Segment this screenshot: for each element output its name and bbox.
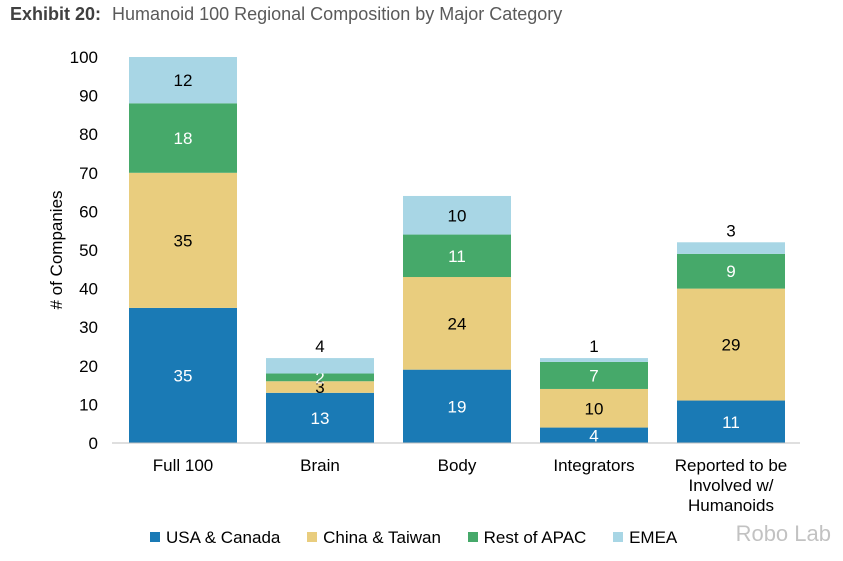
legend-label: Rest of APAC xyxy=(483,528,587,547)
legend-item-usa-canada: USA & Canada xyxy=(150,528,280,548)
bar-segment xyxy=(129,103,237,173)
bar-segment xyxy=(677,253,785,289)
legend-label: China & Taiwan xyxy=(323,528,441,547)
bar-segment xyxy=(677,400,785,443)
y-tick-label: 70 xyxy=(79,164,98,183)
bar-segment xyxy=(540,358,648,362)
y-tick-label: 10 xyxy=(79,395,98,414)
data-label: 1 xyxy=(589,337,598,356)
bar-segment xyxy=(266,373,374,382)
x-tick-label: Full 100 xyxy=(153,456,213,475)
bar-segment xyxy=(129,172,237,308)
bar-segment xyxy=(540,361,648,389)
y-tick-label: 0 xyxy=(89,434,98,453)
data-label: 11 xyxy=(722,413,740,432)
bar-segment xyxy=(540,427,648,443)
data-label: 2 xyxy=(315,368,324,387)
chart-title: Exhibit 20: Humanoid 100 Regional Compos… xyxy=(10,4,562,25)
bar-segment xyxy=(677,242,785,254)
y-tick-label: 20 xyxy=(79,357,98,376)
bar-segment xyxy=(540,388,648,428)
x-tick-label: Brain xyxy=(300,456,340,475)
legend-label: EMEA xyxy=(629,528,678,547)
data-label: 24 xyxy=(448,314,467,333)
bar-segment xyxy=(129,307,237,443)
x-tick-label: Body xyxy=(438,456,477,475)
y-tick-label: 50 xyxy=(79,241,98,260)
data-label: 10 xyxy=(448,206,467,225)
y-axis-title: # of Companies xyxy=(47,190,66,309)
data-label: 13 xyxy=(311,409,330,428)
data-label: 3 xyxy=(726,221,735,240)
data-label: 35 xyxy=(174,231,193,250)
y-tick-label: 60 xyxy=(79,202,98,221)
data-label: 9 xyxy=(726,262,735,281)
title-text: Humanoid 100 Regional Composition by Maj… xyxy=(112,4,563,24)
legend-swatch xyxy=(467,531,478,542)
exhibit-label: Exhibit 20: xyxy=(10,4,102,24)
y-tick-label: 100 xyxy=(70,48,98,67)
bar-segment xyxy=(403,195,511,235)
data-label: 11 xyxy=(448,247,466,266)
data-label: 3 xyxy=(315,378,324,397)
legend-label: USA & Canada xyxy=(166,528,281,547)
data-label: 7 xyxy=(589,366,598,385)
data-label: 10 xyxy=(585,399,604,418)
legend-item-rest-of-apac: Rest of APAC xyxy=(467,528,587,548)
data-label: 18 xyxy=(174,129,193,148)
legend: USA & Canada China & Taiwan Rest of APAC… xyxy=(150,528,699,548)
legend-swatch xyxy=(613,531,624,542)
bar-segment xyxy=(266,358,374,374)
watermark: Robo Lab xyxy=(735,521,831,546)
bar-segment xyxy=(403,369,511,443)
data-label: 12 xyxy=(174,71,193,90)
y-tick-label: 90 xyxy=(79,87,98,106)
legend-swatch xyxy=(307,531,318,542)
x-tick-label: Involved w/ xyxy=(688,476,773,495)
legend-item-emea: EMEA xyxy=(613,528,677,548)
x-tick-label: Reported to be xyxy=(675,456,787,475)
data-label: 4 xyxy=(315,337,324,356)
bar-segment xyxy=(266,392,374,443)
x-tick-label: Integrators xyxy=(553,456,634,475)
bar-segment xyxy=(403,277,511,370)
bar-segment xyxy=(677,288,785,401)
y-tick-label: 80 xyxy=(79,125,98,144)
bar-segment xyxy=(129,57,237,104)
data-label: 4 xyxy=(589,426,598,445)
data-label: 29 xyxy=(722,336,741,355)
y-tick-label: 30 xyxy=(79,318,98,337)
legend-item-china-taiwan: China & Taiwan xyxy=(307,528,441,548)
data-label: 19 xyxy=(448,397,467,416)
bar-segment xyxy=(266,381,374,393)
data-label: 35 xyxy=(174,366,193,385)
bar-segment xyxy=(403,234,511,278)
legend-swatch xyxy=(150,531,160,542)
x-tick-label: Humanoids xyxy=(688,496,774,515)
y-tick-label: 40 xyxy=(79,280,98,299)
